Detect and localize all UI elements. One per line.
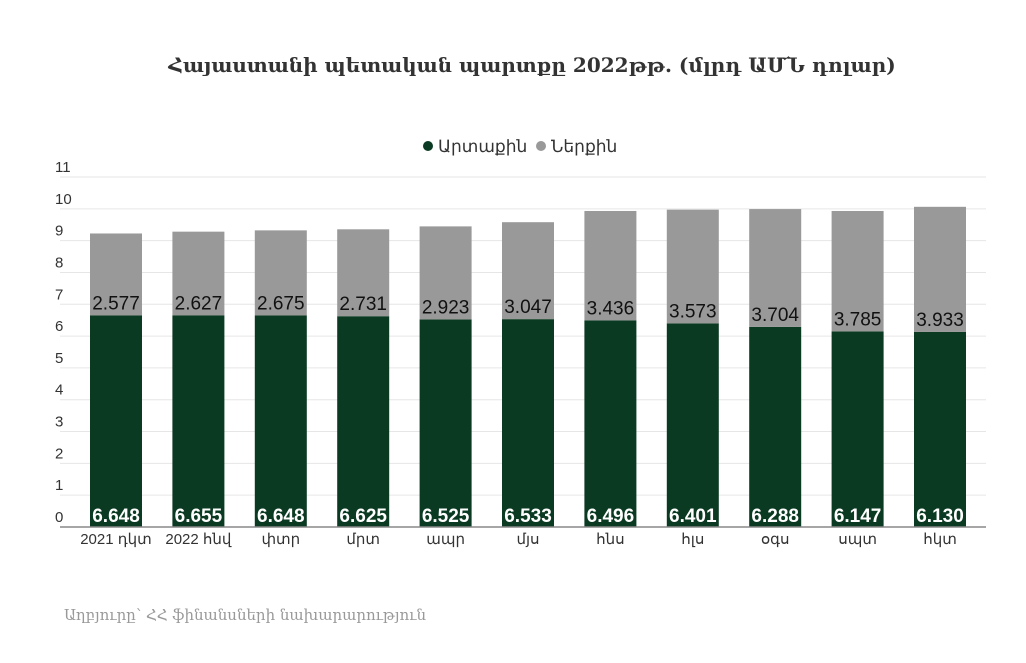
data-label-domestic: 3.785 (834, 309, 882, 330)
y-tick-label: 4 (55, 382, 63, 399)
bar-domestic (254, 230, 307, 316)
x-tick-label: մրտ (346, 531, 380, 548)
data-label-external: 6.496 (587, 506, 635, 527)
bar-external (337, 316, 390, 527)
data-label-external: 6.533 (504, 506, 552, 527)
y-tick-label: 9 (55, 223, 63, 240)
y-tick-label: 0 (55, 509, 63, 526)
data-label-external: 6.147 (834, 506, 882, 527)
data-label-external: 6.648 (257, 506, 305, 527)
legend-marker-domestic (536, 141, 546, 151)
bar-external (584, 320, 637, 527)
bar-external (831, 331, 884, 527)
x-tick-label: մյս (516, 531, 539, 548)
data-label-domestic: 2.923 (422, 297, 470, 318)
data-label-domestic: 2.675 (257, 293, 305, 314)
x-tick-label: սպտ (838, 531, 877, 548)
bar-domestic (831, 210, 884, 332)
bar-external (90, 315, 142, 527)
bar-domestic (914, 206, 966, 332)
bar-external (502, 319, 554, 527)
x-tick-label: օգս (761, 531, 790, 548)
data-label-external: 6.625 (339, 506, 387, 527)
chart-title: Հայաստանի պետական պարտքը 2022թթ. (մլրդ Ա… (167, 53, 895, 77)
x-tick-label: հկտ (923, 531, 957, 548)
bar-domestic (584, 210, 637, 321)
data-label-external: 6.288 (751, 506, 799, 527)
bar-domestic (419, 226, 472, 320)
legend-label-external: Արտաքին (438, 137, 527, 156)
data-label-domestic: 3.573 (669, 301, 717, 322)
bar-domestic (90, 233, 142, 316)
data-label-external: 6.130 (916, 506, 964, 527)
y-tick-label: 10 (55, 191, 72, 208)
y-tick-label: 8 (55, 254, 63, 271)
x-tick-label: 2021 դկտ (80, 531, 152, 548)
bar-domestic (666, 209, 719, 324)
data-label-domestic: 3.704 (751, 305, 799, 326)
legend-label-domestic: Ներքին (551, 137, 617, 156)
x-tick-label: փտր (261, 531, 300, 548)
y-tick-label: 7 (55, 286, 63, 303)
y-tick-label: 2 (55, 445, 63, 462)
y-tick-label: 1 (55, 477, 63, 494)
x-tick-label: 2022 հնվ (165, 531, 232, 548)
data-label-domestic: 3.047 (504, 297, 552, 318)
data-label-external: 6.525 (422, 506, 470, 527)
bar-domestic (337, 229, 390, 317)
y-tick-label: 6 (55, 318, 63, 335)
bar-external (914, 331, 966, 527)
data-label-domestic: 2.731 (339, 294, 387, 315)
bar-domestic (749, 209, 802, 327)
bar-external (666, 323, 719, 527)
bar-external (254, 315, 307, 527)
x-tick-label: հլս (681, 531, 704, 548)
bar-domestic (172, 231, 225, 316)
data-label-external: 6.648 (92, 506, 140, 527)
x-tick-label: ապր (426, 531, 465, 548)
y-tick-label: 3 (55, 414, 63, 431)
bar-external (172, 315, 225, 527)
legend-marker-external (423, 141, 433, 151)
legend: Արտաքին Ներքին (423, 137, 617, 156)
data-label-external: 6.655 (175, 506, 223, 527)
y-tick-label: 11 (55, 159, 71, 176)
bar-external (749, 326, 802, 527)
data-label-domestic: 3.933 (916, 310, 964, 331)
data-label-domestic: 2.577 (92, 293, 140, 314)
bar-external (419, 319, 472, 527)
data-label-domestic: 2.627 (175, 293, 223, 314)
source-note: Աղբյուրը՝ ՀՀ ֆինանսների նախարարություն (64, 606, 426, 624)
y-tick-label: 5 (55, 350, 63, 367)
data-label-external: 6.401 (669, 506, 717, 527)
x-tick-label: հնս (596, 531, 625, 548)
data-label-domestic: 3.436 (587, 298, 635, 319)
bar-domestic (502, 222, 554, 320)
